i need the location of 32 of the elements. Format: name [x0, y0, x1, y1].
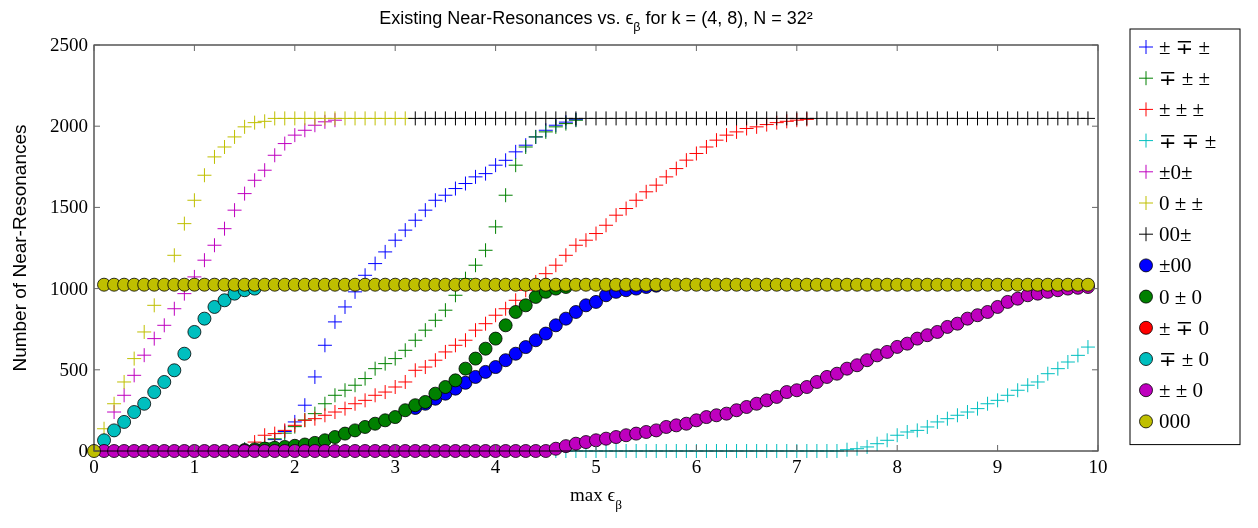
y-tick-label: 500	[59, 358, 88, 380]
x-tick-label: 7	[792, 456, 802, 477]
legend-label: ∓ ± 0	[1159, 347, 1210, 371]
legend-label: ±0±	[1159, 159, 1193, 184]
legend-label: ± ∓ 0	[1159, 315, 1210, 340]
x-tick-label: 9	[992, 456, 1003, 477]
legend-label: 000	[1159, 409, 1191, 434]
x-tick-label: 4	[490, 456, 501, 477]
y-tick-label: 1500	[50, 196, 88, 218]
x-tick-label: 5	[591, 456, 601, 477]
legend-label: 0 ± 0	[1159, 284, 1203, 309]
legend-label: ∓ ∓ ±	[1159, 128, 1217, 153]
legend-label: ± ∓ ±	[1159, 35, 1211, 59]
legend-label: ∓ ± ±	[1159, 66, 1211, 91]
x-axis-title: max ϵ$_{β}$	[570, 484, 623, 512]
y-tick-label: 1000	[50, 277, 88, 299]
legend-label: 0 ± ±	[1159, 191, 1204, 215]
x-tick-label: 8	[892, 456, 902, 477]
x-tick-label: 1	[189, 456, 200, 477]
x-tick-label: 3	[390, 456, 400, 477]
x-tick-label: 10	[1088, 456, 1108, 477]
y-tick-label: 2000	[50, 115, 88, 137]
legend-label: ±00	[1159, 253, 1192, 278]
y-tick-label: 0	[78, 440, 88, 461]
y-axis-title: Number of Near-Resonances	[9, 124, 30, 372]
x-tick-label: 6	[691, 456, 702, 477]
y-tick-label: 2500	[50, 34, 88, 55]
x-tick-label: 2	[290, 456, 300, 477]
legend-label: 00±	[1159, 222, 1192, 247]
chart-title: Existing Near-Resonances vs. ϵ$_{β}$ for k = (4, 8), N = 32²	[379, 8, 813, 34]
legend-label: ± ± 0	[1159, 378, 1204, 403]
legend-label: ± ± ±	[1159, 97, 1205, 122]
